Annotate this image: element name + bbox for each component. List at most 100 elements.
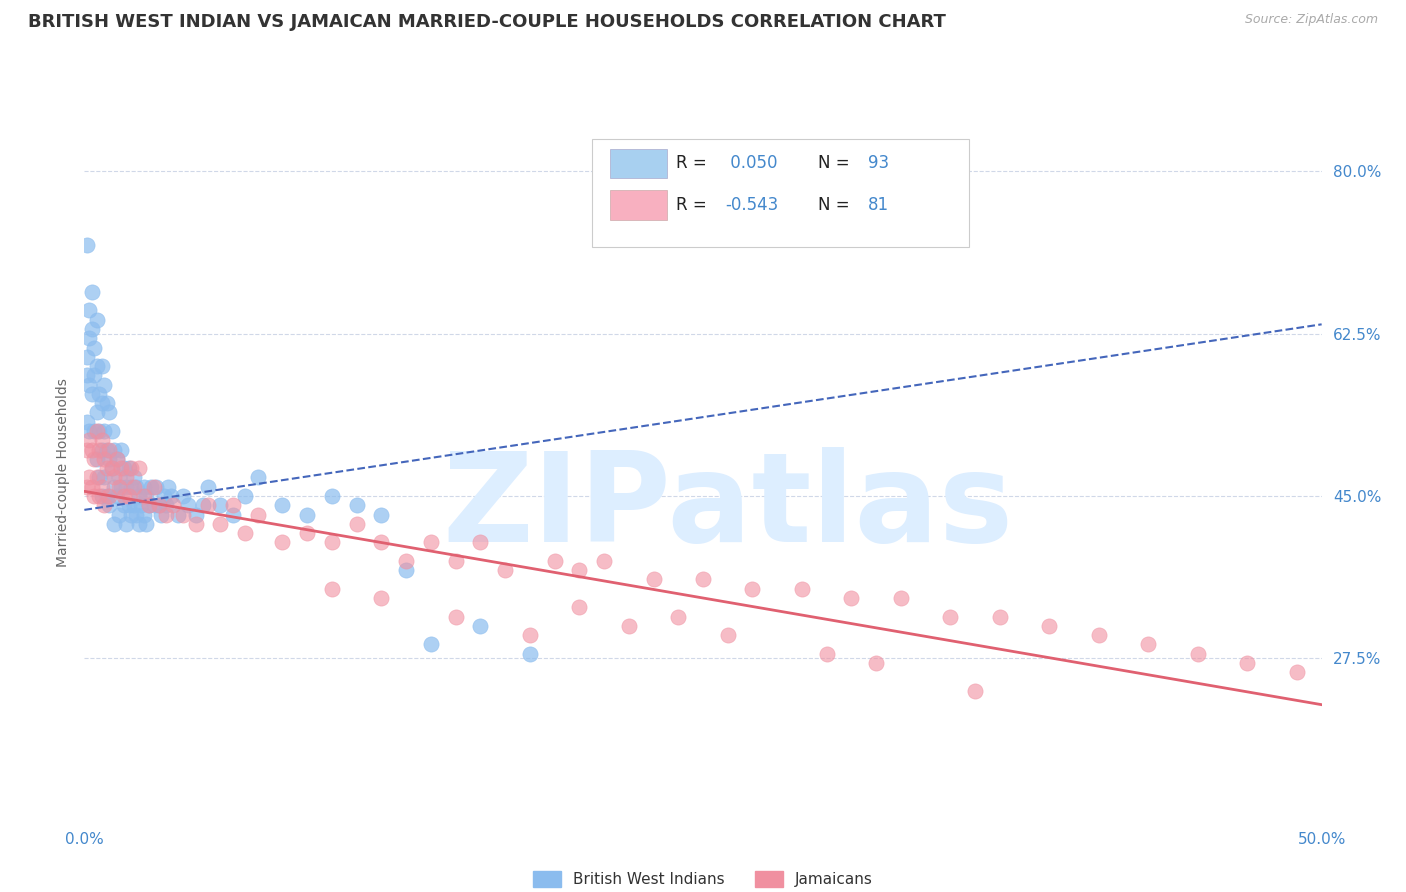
Point (692, 573, 714, 587)
Point (197, 480, 219, 494)
Point (115, 470, 138, 484)
Point (120, 480, 142, 494)
Point (395, 554, 418, 568)
Text: BRITISH WEST INDIAN VS JAMAICAN MARRIED-COUPLE HOUSEHOLDS CORRELATION CHART: BRITISH WEST INDIAN VS JAMAICAN MARRIED-… (28, 13, 946, 31)
Point (108, 470, 131, 484)
Point (152, 489, 174, 503)
Point (89, 424, 111, 438)
Point (98, 442, 121, 457)
Point (142, 480, 165, 494)
Point (157, 480, 180, 494)
Point (112, 461, 135, 475)
Point (1285, 665, 1308, 680)
Point (86, 359, 108, 373)
Point (80, 480, 103, 494)
Point (120, 461, 142, 475)
Point (184, 516, 207, 531)
Point (118, 461, 141, 475)
Point (1038, 619, 1060, 633)
Point (86, 451, 108, 466)
Point (167, 508, 190, 522)
Point (519, 628, 541, 642)
Point (80, 387, 103, 401)
Text: N =: N = (818, 154, 855, 172)
Point (118, 498, 141, 512)
Point (86, 470, 108, 484)
Point (128, 489, 150, 503)
Point (1187, 647, 1209, 661)
Text: 93: 93 (868, 154, 889, 172)
Point (96, 461, 118, 475)
Point (370, 535, 392, 549)
Point (939, 609, 962, 624)
Point (83, 424, 105, 438)
Point (890, 591, 912, 605)
Point (122, 498, 145, 512)
Point (141, 480, 163, 494)
Point (148, 498, 170, 512)
Point (142, 498, 165, 512)
Point (103, 442, 125, 457)
Point (160, 489, 183, 503)
Point (79, 303, 101, 318)
Point (177, 498, 200, 512)
Point (370, 591, 392, 605)
Text: R =: R = (676, 196, 711, 214)
Point (1088, 628, 1111, 642)
Point (80, 285, 103, 299)
Point (89, 387, 111, 401)
Point (110, 480, 132, 494)
Point (100, 461, 122, 475)
Point (135, 516, 157, 531)
Point (643, 573, 665, 587)
Point (419, 637, 441, 651)
Point (110, 461, 132, 475)
Point (110, 442, 132, 457)
Point (103, 470, 125, 484)
Point (76, 238, 98, 252)
Point (197, 498, 219, 512)
Point (89, 442, 111, 457)
Point (83, 368, 105, 383)
Text: -0.543: -0.543 (725, 196, 779, 214)
Point (346, 498, 368, 512)
Point (79, 434, 101, 448)
Point (132, 480, 155, 494)
Point (93, 451, 115, 466)
Point (103, 480, 125, 494)
Point (271, 535, 294, 549)
Point (120, 508, 142, 522)
Point (617, 619, 640, 633)
Point (90, 396, 112, 410)
Point (246, 470, 269, 484)
Point (83, 451, 105, 466)
Text: R =: R = (676, 154, 711, 172)
Point (965, 683, 987, 698)
Point (129, 498, 152, 512)
Point (790, 582, 813, 596)
Point (125, 480, 148, 494)
Point (815, 647, 838, 661)
Point (79, 331, 101, 345)
Point (1137, 637, 1160, 651)
Point (132, 508, 155, 522)
Point (80, 322, 103, 336)
Point (89, 489, 111, 503)
Point (80, 442, 103, 457)
Point (86, 424, 108, 438)
Point (191, 498, 214, 512)
Point (222, 508, 245, 522)
Point (666, 609, 689, 624)
Point (470, 535, 492, 549)
Point (115, 516, 138, 531)
Point (93, 424, 115, 438)
Point (108, 480, 131, 494)
Point (105, 451, 128, 466)
Point (717, 628, 740, 642)
Point (444, 609, 467, 624)
Point (162, 498, 184, 512)
Point (83, 489, 105, 503)
Point (76, 480, 98, 494)
Point (108, 508, 131, 522)
Point (138, 498, 160, 512)
